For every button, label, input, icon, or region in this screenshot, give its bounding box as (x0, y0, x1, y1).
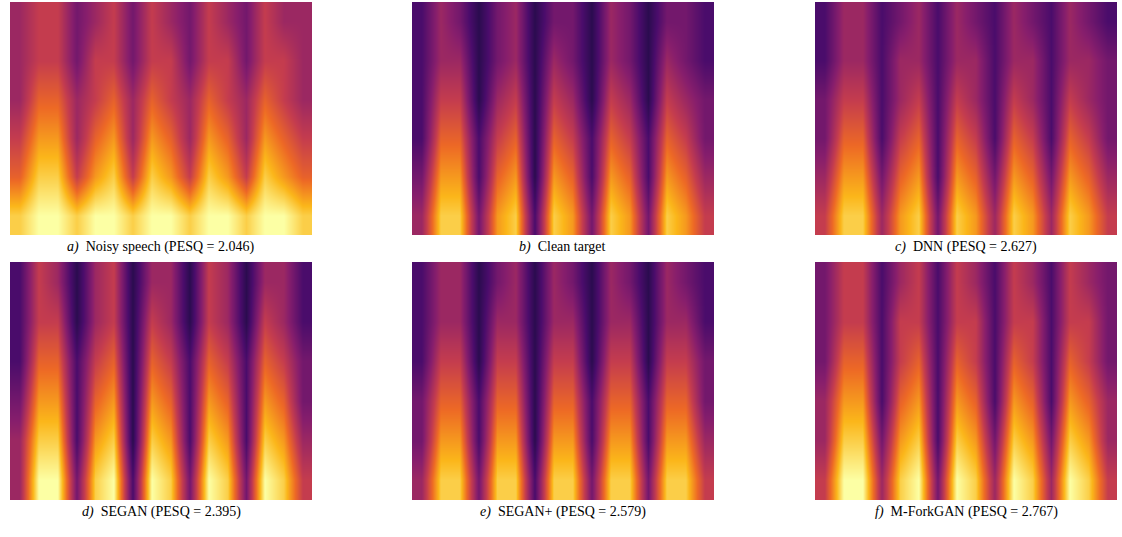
svg-text:c) DNN (PESQ = 2.627): c) DNN (PESQ = 2.627) (895, 239, 1037, 255)
svg-text:e) SEGAN+ (PESQ = 2.579): e) SEGAN+ (PESQ = 2.579) (480, 504, 646, 520)
svg-text:d) SEGAN (PESQ = 2.395): d) SEGAN (PESQ = 2.395) (82, 504, 241, 520)
svg-text:a) Noisy speech (PESQ = 2.046: a) Noisy speech (PESQ = 2.046) (67, 239, 255, 255)
svg-text:f) M-ForkGAN (PESQ = 2.767): f) M-ForkGAN (PESQ = 2.767) (875, 504, 1058, 520)
svg-text:b) Clean target: b) Clean target (519, 239, 606, 255)
